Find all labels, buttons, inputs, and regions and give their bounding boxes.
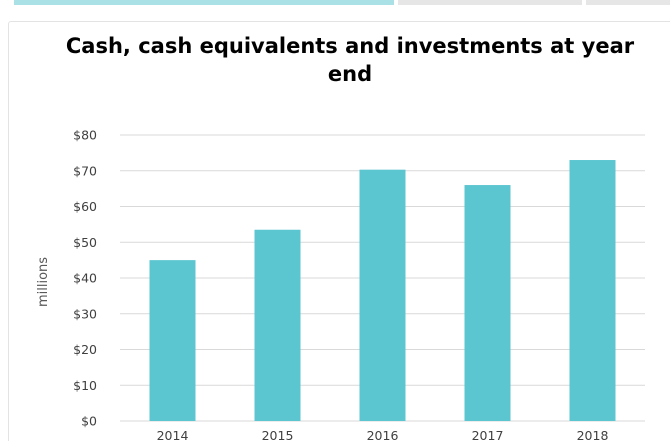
- chart-title: Cash, cash equivalents and investments a…: [65, 34, 635, 86]
- tab-strip: [0, 0, 670, 10]
- x-tick-label: 2014: [157, 428, 189, 441]
- y-tick-label: $40: [73, 271, 97, 286]
- y-axis-ticks: $0 $10 $20 $30 $40 $50 $60 $70 $80: [73, 128, 97, 429]
- y-tick-label: $0: [81, 414, 97, 429]
- tab-inactive[interactable]: [398, 0, 582, 5]
- x-tick-label: 2017: [472, 428, 504, 441]
- y-tick-label: $20: [73, 342, 97, 357]
- bar-2014: [149, 260, 196, 421]
- x-tick-label: 2015: [262, 428, 294, 441]
- bar-2018: [569, 160, 616, 421]
- y-tick-label: $50: [73, 235, 97, 250]
- x-axis-ticks: 2014 2015 2016 2017 2018: [157, 428, 609, 441]
- bar-2015: [254, 229, 301, 421]
- y-tick-label: $60: [73, 199, 97, 214]
- y-tick-label: $70: [73, 163, 97, 178]
- chart-card: [8, 21, 670, 441]
- tab-active[interactable]: [14, 0, 394, 5]
- y-tick-label: $30: [73, 306, 97, 321]
- bar-2016: [359, 169, 406, 421]
- bar-2017: [464, 185, 511, 421]
- x-tick-label: 2018: [577, 428, 609, 441]
- y-axis-title: millions: [36, 257, 51, 307]
- y-tick-label: $80: [73, 128, 97, 143]
- bars: [149, 160, 616, 421]
- tab-inactive[interactable]: [586, 0, 670, 5]
- x-tick-label: 2016: [367, 428, 399, 441]
- y-tick-label: $10: [73, 378, 97, 393]
